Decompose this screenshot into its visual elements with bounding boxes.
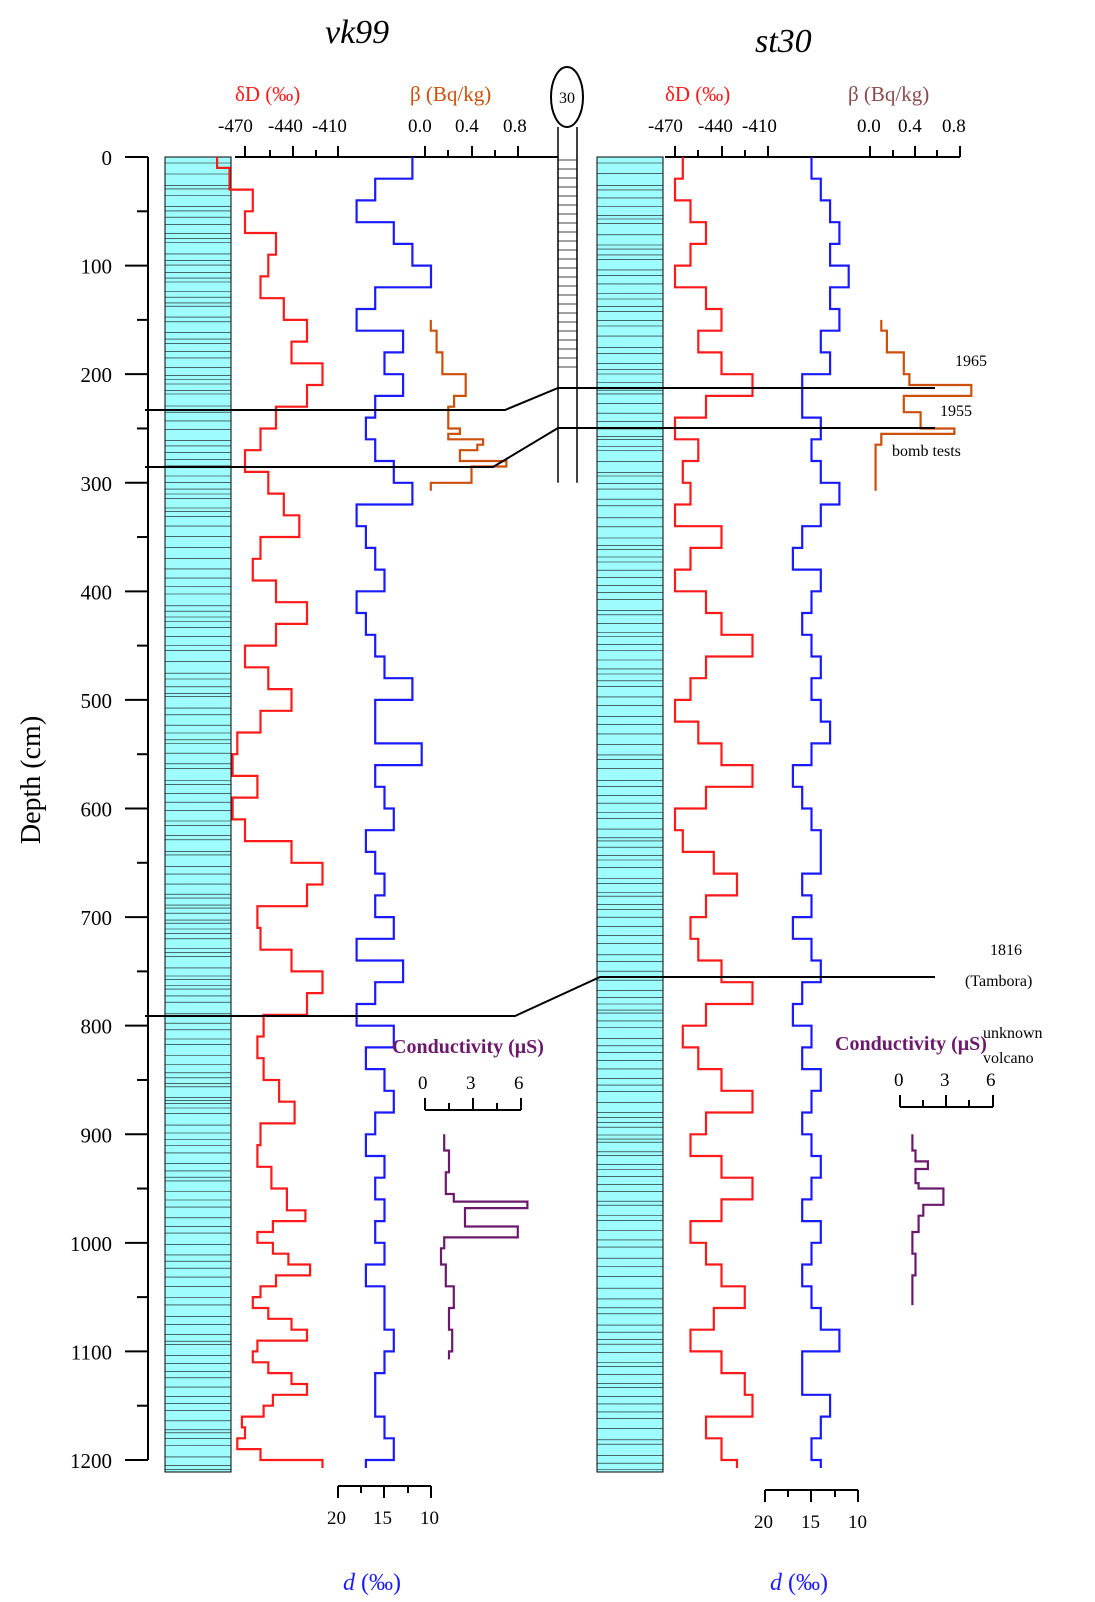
series-st30-δd <box>673 157 754 1468</box>
dD-tick-right-1: -470 <box>648 116 683 137</box>
annotation-unknown: unknown <box>983 1025 1043 1042</box>
dD-tick-right-3: -410 <box>742 116 777 137</box>
d-label-right: d (‰) <box>770 1570 828 1596</box>
cond-axis-left <box>424 1098 522 1111</box>
series-st30-βbqkg <box>874 319 973 491</box>
beta-label-right: β (Bq/kg) <box>848 82 929 106</box>
cond-label-left: Conductivity (μS) <box>392 1036 544 1058</box>
middle-oval-label: 30 <box>559 90 575 107</box>
cond-label-right: Conductivity (μS) <box>835 1033 987 1055</box>
annotation-1816: 1816 <box>990 942 1022 959</box>
dD-label-right: δD (‰) <box>665 82 730 106</box>
core-body <box>596 156 664 1473</box>
depth-tick-label: 200 <box>81 363 113 387</box>
annotation-bomb-tests: bomb tests <box>892 443 961 460</box>
depth-tick-label: 500 <box>81 689 113 713</box>
dD-tick-left-1: -470 <box>218 116 253 137</box>
depth-tick-label: 400 <box>81 580 113 604</box>
d-tick-left-3: 10 <box>420 1508 439 1529</box>
d-tick-left-2: 15 <box>373 1508 392 1529</box>
cond-tick-right-3: 6 <box>986 1070 996 1091</box>
cond-tick-left-1: 0 <box>418 1073 428 1094</box>
depth-tick-label: 100 <box>81 255 113 279</box>
depth-axis: 0 100 200 300 400 500 600 700 800 900 1000 1100 1200 <box>70 146 149 1473</box>
core-column-st30 <box>596 156 664 1473</box>
correlation-line-1965 <box>145 387 935 411</box>
d-label-left: d (‰) <box>343 1570 401 1596</box>
beta-tick-left-2: 0.4 <box>455 116 479 137</box>
title-vk99: vk99 <box>325 14 389 51</box>
annotation-tambora: (Tambora) <box>965 973 1032 990</box>
series-st30-conductivityμs <box>911 1134 945 1306</box>
annotation-volcano: volcano <box>983 1050 1034 1067</box>
data-lines <box>216 157 973 1468</box>
dD-label-left: δD (‰) <box>235 82 300 106</box>
cond-axis-right <box>899 1095 994 1108</box>
beta-label-left: β (Bq/kg) <box>410 82 491 106</box>
beta-tick-right-1: 0.0 <box>857 116 881 137</box>
middle-oval <box>550 66 584 128</box>
depth-tick-label: 300 <box>81 472 113 496</box>
cond-tick-left-2: 3 <box>466 1073 476 1094</box>
core-body <box>164 156 232 1473</box>
depth-tick-label: 1100 <box>71 1340 112 1364</box>
beta-tick-left-1: 0.0 <box>408 116 432 137</box>
series-vk99-δd <box>216 157 324 1468</box>
dD-tick-left-2: -440 <box>268 116 303 137</box>
cond-tick-left-3: 6 <box>514 1073 524 1094</box>
d-axis-right <box>764 1489 859 1502</box>
annotation-1955: 1955 <box>940 403 972 420</box>
annotation-1965: 1965 <box>955 353 987 370</box>
series-vk99-d <box>355 157 433 1468</box>
connector-column <box>557 127 578 483</box>
d-tick-right-1: 20 <box>754 1512 773 1533</box>
depth-tick-label: 800 <box>81 1015 113 1039</box>
core-column-vk99 <box>164 156 232 1473</box>
beta-tick-left-3: 0.8 <box>503 116 527 137</box>
depth-tick-label: 1200 <box>70 1449 112 1473</box>
dD-tick-left-3: -410 <box>312 116 347 137</box>
series-st30-d <box>791 157 850 1468</box>
d-tick-left-1: 20 <box>327 1508 346 1529</box>
series-vk99-conductivityμs <box>439 1134 529 1360</box>
beta-tick-right-2: 0.4 <box>898 116 922 137</box>
depth-tick-label: 600 <box>81 798 113 822</box>
depth-tick-label: 900 <box>81 1123 113 1147</box>
top-axis-right <box>665 146 961 158</box>
series-vk99-βbqkg <box>429 319 508 491</box>
correlation-lines <box>145 387 935 1017</box>
beta-tick-right-3: 0.8 <box>942 116 966 137</box>
depth-tick-label: 700 <box>81 906 113 930</box>
correlation-line-1955 <box>145 427 935 468</box>
depth-axis-label: Depth (cm) <box>16 716 47 844</box>
dD-tick-right-2: -440 <box>698 116 733 137</box>
depth-tick-label: 0 <box>102 146 113 170</box>
d-tick-right-2: 15 <box>801 1512 820 1533</box>
depth-tick-label: 1000 <box>70 1232 112 1256</box>
correlation-line-tambora <box>145 976 935 1017</box>
d-tick-right-3: 10 <box>848 1512 867 1533</box>
cond-tick-right-2: 3 <box>940 1070 950 1091</box>
top-axis-left <box>235 146 558 158</box>
title-st30: st30 <box>755 23 812 60</box>
d-axis-left <box>337 1485 432 1498</box>
cond-tick-right-1: 0 <box>894 1070 904 1091</box>
